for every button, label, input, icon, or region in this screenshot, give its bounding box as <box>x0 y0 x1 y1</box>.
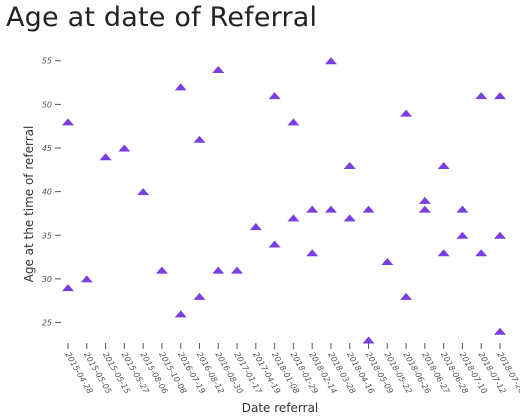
data-markers <box>62 57 506 344</box>
data-point[interactable] <box>249 223 262 231</box>
data-point[interactable] <box>324 205 337 213</box>
data-point[interactable] <box>193 135 206 143</box>
data-point[interactable] <box>362 205 375 213</box>
data-point[interactable] <box>343 161 356 169</box>
data-point[interactable] <box>437 249 450 257</box>
data-point[interactable] <box>456 231 469 239</box>
data-point[interactable] <box>456 205 469 213</box>
data-point[interactable] <box>118 144 131 152</box>
data-point[interactable] <box>268 240 281 248</box>
data-point[interactable] <box>475 249 488 257</box>
data-point[interactable] <box>400 109 413 117</box>
y-tick-label: 30 <box>42 275 52 284</box>
chart-title: Age at date of Referral <box>6 2 318 33</box>
data-point[interactable] <box>362 336 375 344</box>
data-point[interactable] <box>62 284 74 292</box>
data-point[interactable] <box>231 266 244 274</box>
data-point[interactable] <box>174 310 187 318</box>
y-axis-label: Age at the time of referral <box>22 126 36 283</box>
data-point[interactable] <box>494 327 506 335</box>
data-point[interactable] <box>287 118 300 126</box>
data-point[interactable] <box>174 83 187 91</box>
data-point[interactable] <box>62 118 74 126</box>
data-point[interactable] <box>193 292 206 300</box>
y-tick-label: 50 <box>42 100 52 109</box>
data-point[interactable] <box>212 65 225 73</box>
y-axis: 25 30 35 40 45 50 55 <box>42 57 61 328</box>
data-point[interactable] <box>494 92 506 100</box>
data-point[interactable] <box>306 205 319 213</box>
y-tick-label: 40 <box>42 188 52 197</box>
data-point[interactable] <box>324 57 337 65</box>
data-point[interactable] <box>80 275 93 283</box>
data-point[interactable] <box>418 196 431 204</box>
data-point[interactable] <box>437 161 450 169</box>
data-point[interactable] <box>268 92 281 100</box>
data-point[interactable] <box>418 205 431 213</box>
data-point[interactable] <box>381 257 394 265</box>
data-point[interactable] <box>400 292 413 300</box>
data-point[interactable] <box>137 188 150 196</box>
y-tick-label: 25 <box>42 319 52 328</box>
data-point[interactable] <box>306 249 319 257</box>
x-axis: 2015-04-282015-05-052015-05-152015-05-27… <box>63 343 520 396</box>
data-point[interactable] <box>343 214 356 222</box>
data-point[interactable] <box>99 153 112 161</box>
y-tick-label: 55 <box>42 57 52 66</box>
data-point[interactable] <box>475 92 488 100</box>
data-point[interactable] <box>494 231 506 239</box>
x-axis-label: Date referral <box>242 401 319 415</box>
y-tick-label: 45 <box>42 144 52 153</box>
data-point[interactable] <box>155 266 168 274</box>
data-point[interactable] <box>287 214 300 222</box>
data-point[interactable] <box>212 266 225 274</box>
y-tick-label: 35 <box>42 231 52 240</box>
